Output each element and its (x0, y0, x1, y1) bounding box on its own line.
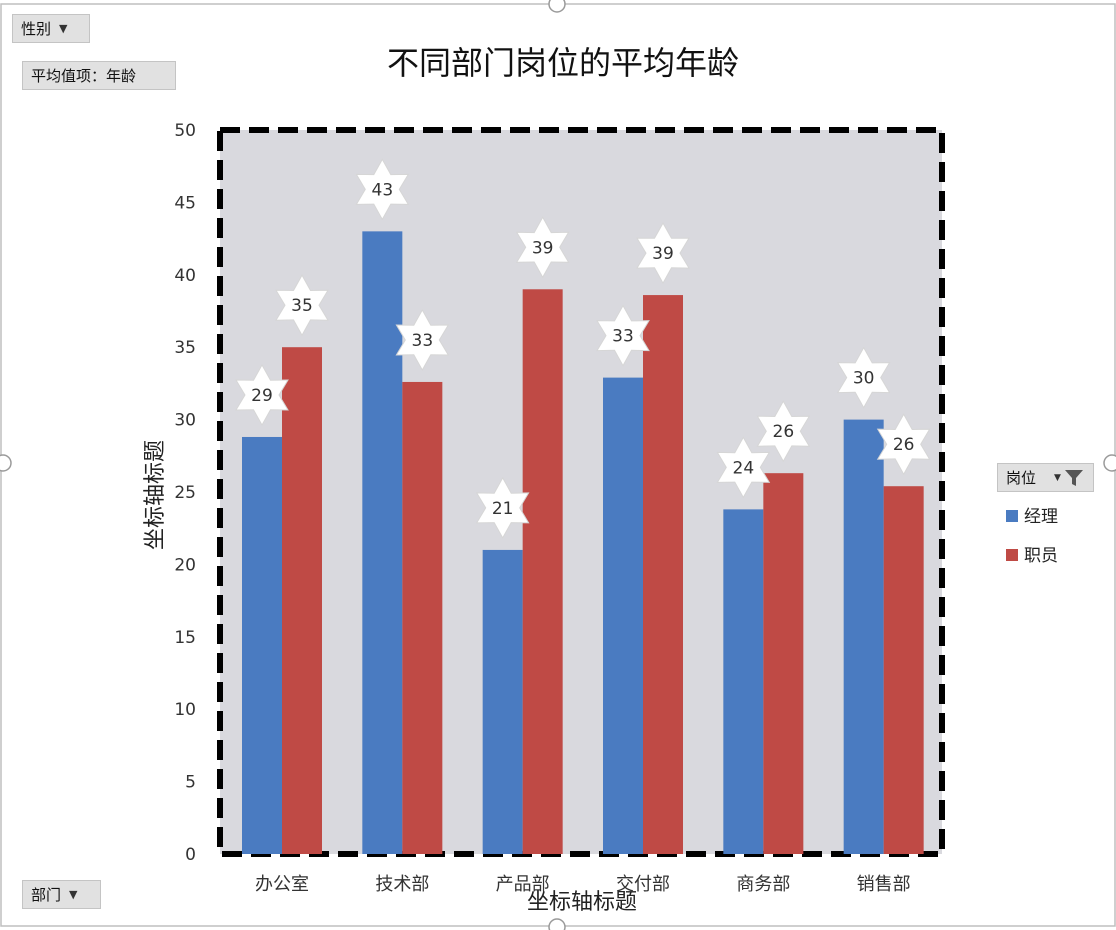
data-label-star-shape (876, 413, 931, 476)
filter-icon (1064, 469, 1083, 486)
bar-staff-4[interactable] (763, 473, 804, 854)
values-field-label: 平均值项：年龄 (31, 67, 137, 85)
data-label-text: 39 (532, 238, 554, 258)
y-tick-label: 25 (174, 483, 196, 503)
resize-handle-left[interactable] (0, 454, 12, 472)
data-label-text: 24 (733, 458, 755, 478)
bar-manager-3[interactable] (603, 377, 643, 854)
data-label-text: 39 (652, 244, 674, 264)
legend-label-staff: 职员 (1024, 546, 1058, 566)
filter-field-label: 性别 (21, 20, 52, 38)
data-labels: 29 35 43 33 21 39 33 39 24 26 30 26 (235, 158, 931, 539)
chevron-down-icon: ▼ (59, 22, 68, 35)
bar-staff-3[interactable] (643, 295, 683, 854)
y-axis-title[interactable]: 坐标轴标题 (143, 440, 168, 550)
data-label[interactable]: 43 (355, 158, 410, 221)
bar-staff-5[interactable] (883, 486, 924, 854)
axis-field-button[interactable]: 部门 ▼ (22, 880, 101, 909)
y-tick-label: 30 (174, 411, 196, 431)
bar-staff-2[interactable] (522, 289, 563, 854)
data-label-text: 35 (291, 296, 313, 316)
data-label-star-shape (596, 304, 650, 367)
bar-manager-0[interactable] (242, 436, 282, 854)
data-label[interactable]: 21 (475, 476, 530, 539)
chevron-down-icon: ▼ (1054, 472, 1061, 483)
filter-field-button[interactable]: 性别 ▼ (12, 14, 90, 43)
data-label[interactable]: 30 (836, 346, 891, 409)
data-label-text: 21 (492, 499, 514, 519)
x-tick-label: 交付部 (616, 874, 670, 895)
data-label[interactable]: 26 (876, 413, 931, 476)
legend-field-label: 岗位 (1006, 469, 1037, 487)
data-label-text: 26 (773, 422, 795, 442)
data-label[interactable]: 35 (275, 274, 329, 337)
y-tick-label: 20 (174, 555, 196, 575)
y-tick-label: 10 (174, 700, 196, 720)
x-axis-ticks: 办公室 技术部 产品部 交付部 商务部 销售部 (255, 874, 911, 895)
bar-manager-4[interactable] (723, 509, 764, 854)
data-label[interactable]: 24 (716, 436, 771, 499)
x-tick-label: 销售部 (857, 874, 911, 895)
legend-label-manager: 经理 (1024, 507, 1058, 527)
data-label-star-shape (636, 222, 690, 285)
data-label-star-shape (475, 476, 530, 539)
data-label[interactable]: 33 (596, 304, 650, 367)
bar-staff-0[interactable] (282, 347, 322, 854)
data-label[interactable]: 26 (756, 400, 811, 463)
data-label-text: 29 (251, 386, 273, 406)
data-label[interactable]: 29 (235, 363, 289, 427)
x-tick-label: 办公室 (255, 874, 309, 895)
resize-handle-top[interactable] (548, 0, 566, 13)
y-tick-label: 45 (174, 193, 196, 213)
bar-manager-5[interactable] (843, 419, 884, 854)
chevron-down-icon: ▼ (69, 888, 78, 901)
x-axis-title[interactable]: 坐标轴标题 (527, 890, 637, 915)
legend[interactable]: 经理 职员 (1006, 507, 1058, 566)
data-label[interactable]: 39 (636, 222, 690, 285)
data-label-star-shape (515, 216, 570, 279)
data-label-text: 26 (893, 435, 915, 455)
data-label-star-shape (395, 308, 450, 372)
resize-handle-right[interactable] (1103, 454, 1116, 472)
data-label-text: 43 (372, 180, 394, 200)
x-tick-label: 商务部 (736, 874, 790, 895)
bar-staff-1[interactable] (402, 381, 443, 854)
y-tick-label: 15 (174, 628, 196, 648)
data-label-star-shape (756, 400, 811, 463)
bar-manager-2[interactable] (482, 549, 523, 854)
legend-swatch-manager (1006, 510, 1018, 522)
data-label-star-shape (235, 363, 289, 427)
data-label-text: 33 (412, 331, 434, 351)
x-tick-label: 产品部 (496, 874, 550, 895)
data-label-star-shape (275, 274, 329, 337)
data-label[interactable]: 33 (395, 308, 450, 372)
chart-title[interactable]: 不同部门岗位的平均年龄 (387, 44, 739, 82)
y-tick-label: 5 (185, 773, 196, 793)
y-tick-label: 35 (174, 338, 196, 358)
data-label-star-shape (716, 436, 771, 499)
data-label-text: 30 (853, 369, 875, 389)
y-tick-label: 0 (185, 845, 196, 865)
values-field-button[interactable]: 平均值项：年龄 (22, 61, 176, 90)
axis-field-label: 部门 (31, 886, 62, 904)
data-label[interactable]: 39 (515, 216, 570, 279)
data-label-star-shape (355, 158, 410, 221)
data-label-text: 33 (612, 327, 634, 347)
bars (242, 231, 924, 855)
data-label-star-shape (836, 346, 891, 409)
y-tick-label: 40 (174, 266, 196, 286)
y-axis-ticks: 0 5 10 15 20 25 30 35 40 45 50 (174, 121, 196, 865)
y-tick-label: 50 (174, 121, 196, 141)
resize-handle-bottom[interactable] (548, 918, 566, 930)
bar-manager-1[interactable] (362, 231, 403, 855)
plot-area[interactable] (217, 127, 945, 857)
legend-swatch-staff (1006, 549, 1018, 561)
legend-field-button[interactable]: 岗位 ▼ (997, 463, 1094, 492)
x-tick-label: 技术部 (375, 874, 429, 895)
